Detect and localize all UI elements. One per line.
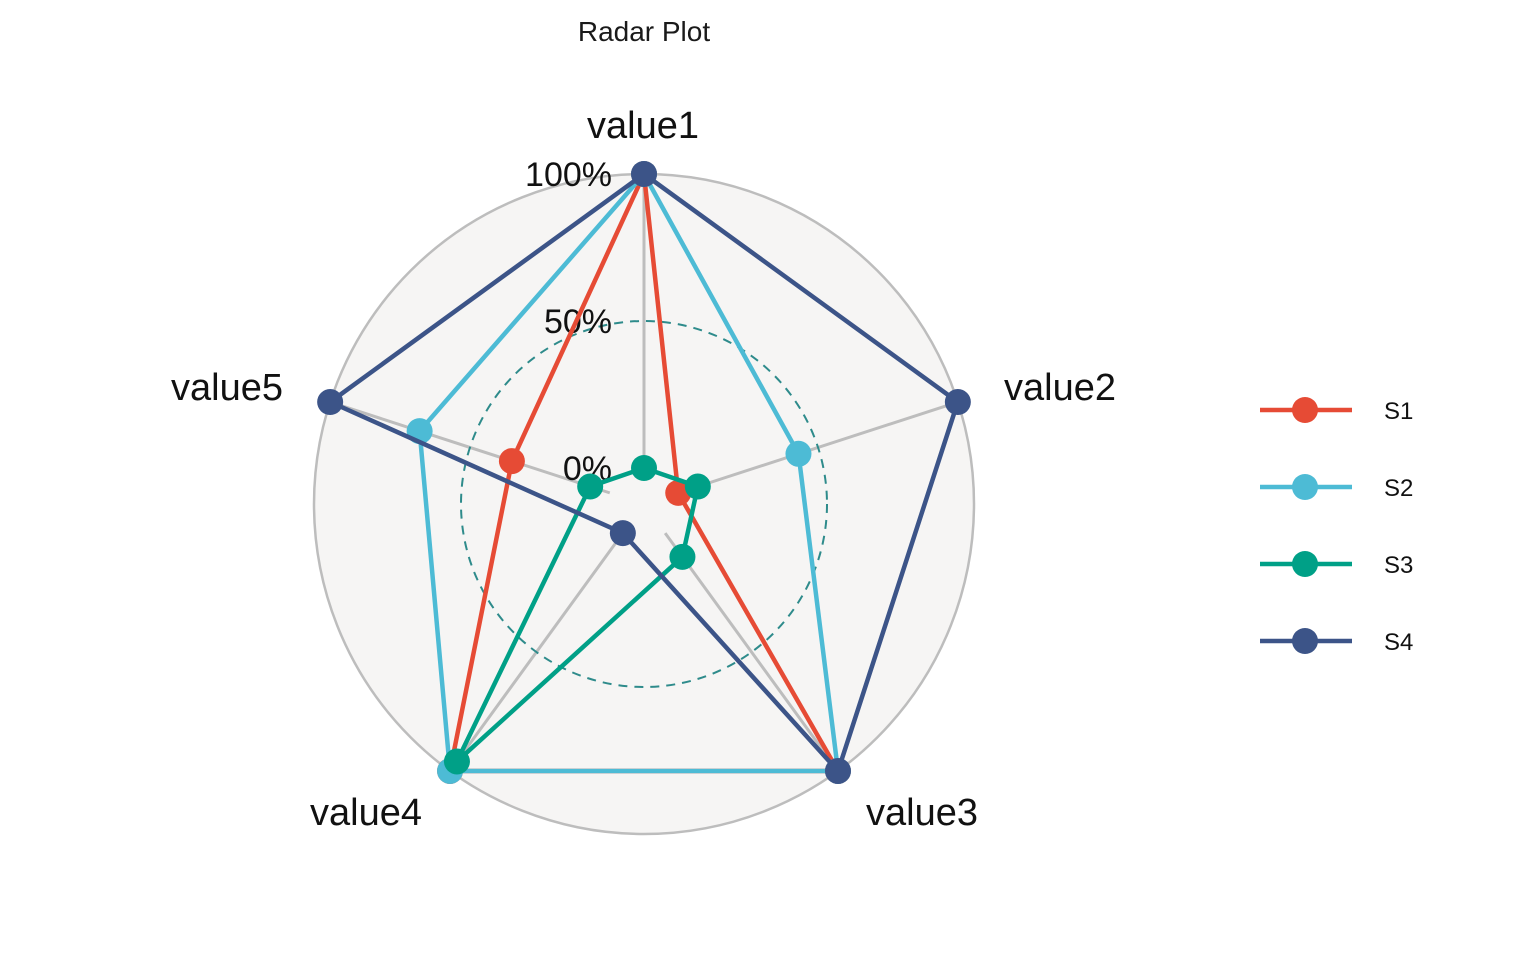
legend-marker: [1292, 397, 1318, 423]
axis-label-value5: value5: [171, 367, 283, 409]
axis-labels: value1 value2 value3 value4 value5: [171, 105, 1116, 834]
legend-label: S4: [1384, 629, 1413, 656]
data-point-S3-value3: [669, 543, 696, 570]
legend-label: S1: [1384, 398, 1413, 425]
axis-label-value2: value2: [1004, 367, 1116, 409]
series-line-S4: [327, 171, 961, 774]
legend-marker: [1292, 628, 1318, 654]
series-S3: [443, 455, 711, 775]
chart-title: Radar Plot: [578, 16, 711, 47]
data-point-S4-value5: [317, 389, 344, 416]
data-point-S4-value2: [944, 389, 971, 416]
legend-item-S3[interactable]: S3: [1260, 551, 1413, 579]
data-point-S1-value5: [498, 448, 525, 475]
legend-item-S2[interactable]: S2: [1260, 474, 1413, 502]
data-point-S4-value3: [824, 757, 851, 784]
axis-label-value4: value4: [310, 792, 422, 834]
radar-grid: [329, 174, 959, 772]
data-point-S2-value2: [785, 440, 812, 467]
legend-label: S3: [1384, 552, 1413, 579]
series-line-S2: [417, 171, 841, 774]
data-point-S3-value2: [684, 473, 711, 500]
legend-item-S1[interactable]: S1: [1260, 397, 1413, 425]
legend-marker: [1292, 474, 1318, 500]
data-point-S3-value4: [443, 748, 470, 775]
axis-label-value1: value1: [587, 105, 699, 147]
legend-marker: [1292, 551, 1318, 577]
radial-tick-label: 100%: [525, 156, 612, 194]
data-point-S4-value4: [609, 520, 636, 547]
spoke-value3: [663, 532, 840, 772]
axis-label-value3: value3: [866, 792, 978, 834]
legend-label: S2: [1384, 475, 1413, 502]
data-point-S3-value1: [631, 455, 657, 481]
legend: S1 S2 S3 S4: [1260, 397, 1413, 656]
legend-item-S4[interactable]: S4: [1260, 628, 1413, 656]
data-point-S1-value2: [665, 479, 692, 506]
data-point-S3-value5: [577, 473, 604, 500]
data-point-S4-value1: [631, 161, 657, 187]
series-S4: [317, 161, 971, 784]
series-layer: [317, 161, 971, 784]
mid-grid-circle: [460, 320, 828, 688]
